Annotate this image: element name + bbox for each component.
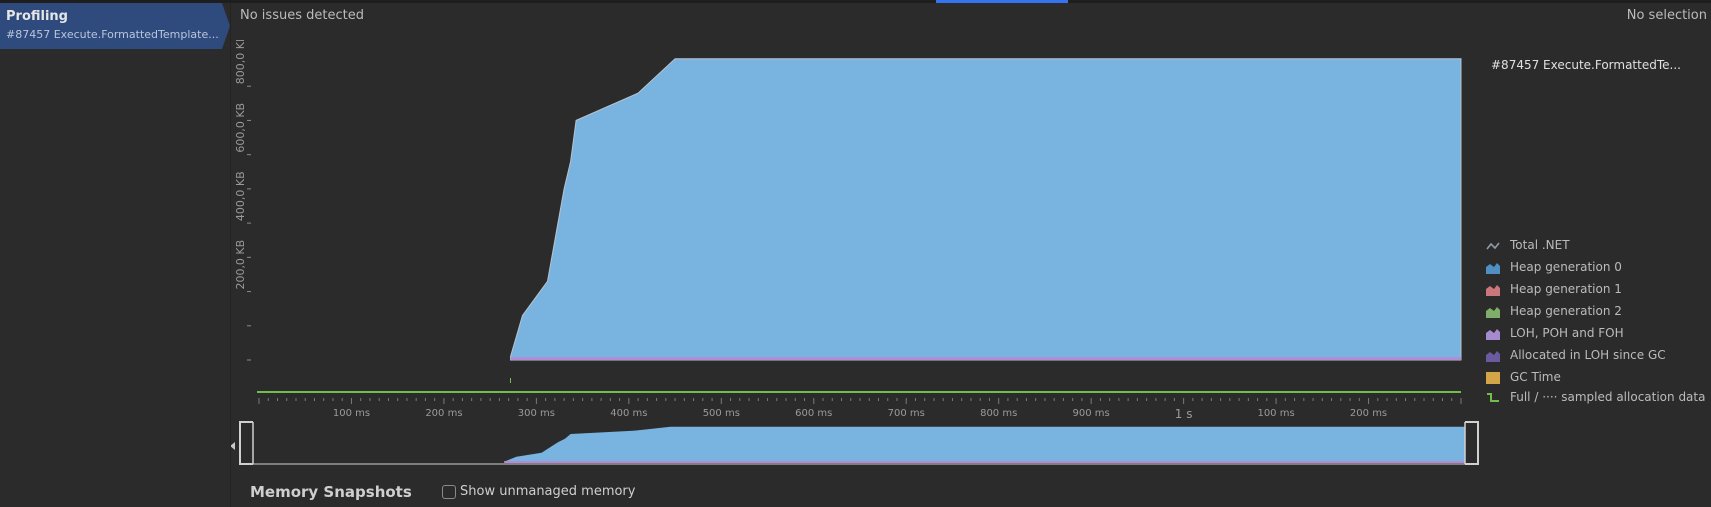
overview-right-bracket	[1465, 421, 1479, 465]
legend-label: Total .NET	[1510, 238, 1570, 252]
profiling-session-tab[interactable]: Profiling #87457 Execute.FormattedTempla…	[0, 3, 222, 49]
overview-left-bracket	[239, 421, 253, 465]
profiling-tab-subtitle: #87457 Execute.FormattedTemplate....	[6, 28, 220, 41]
x-tick-label: 200 ms	[425, 408, 462, 419]
selection-status: No selection	[1626, 8, 1707, 23]
x-tick-label: 300 ms	[518, 408, 555, 419]
overview-heap-area	[504, 426, 1465, 462]
legend-label: GC Time	[1510, 370, 1561, 384]
x-tick-label: 400 ms	[610, 408, 647, 419]
loh-icon	[1486, 329, 1500, 340]
scroll-left-icon	[231, 442, 235, 450]
issues-status: No issues detected	[240, 8, 364, 23]
total-net-icon	[1486, 242, 1500, 250]
show-unmanaged-checkbox[interactable]	[442, 485, 456, 499]
x-tick-label: 700 ms	[888, 408, 925, 419]
top-border	[0, 0, 1711, 3]
allocated-loh-icon	[1486, 351, 1500, 362]
session-label: #87457 Execute.FormattedTe...	[1491, 58, 1681, 72]
gc-time-icon	[1486, 372, 1500, 384]
heap-gen0-icon	[1486, 263, 1500, 274]
legend-label: LOH, POH and FOH	[1510, 326, 1624, 340]
y-tick-label: 800,0 KB	[234, 40, 247, 84]
show-unmanaged-label[interactable]: Show unmanaged memory	[460, 484, 636, 499]
overview-timeline[interactable]	[231, 421, 1481, 465]
x-tick-label: 100 ms	[1257, 408, 1294, 419]
active-tab-indicator	[936, 0, 1068, 3]
x-tick-label: 200 ms	[1350, 408, 1387, 419]
sidebar: Profiling #87457 Execute.FormattedTempla…	[0, 3, 231, 507]
y-tick-label: 400,0 KB	[234, 171, 247, 221]
heap-gen2-icon	[1486, 307, 1500, 318]
heap-generation-0-area	[509, 58, 1462, 361]
x-tick-label: 1 s	[1175, 407, 1193, 421]
legend-label: Heap generation 1	[1510, 282, 1622, 296]
loh-band	[510, 357, 1462, 360]
x-axis: 100 ms 200 ms 300 ms 400 ms 500 ms 600 ms 700 …	[258, 398, 1462, 421]
legend-label: Full / ···· sampled allocation data	[1510, 390, 1706, 404]
x-tick-label: 900 ms	[1073, 408, 1110, 419]
profiling-tab-title: Profiling	[6, 9, 68, 24]
memory-snapshots-title: Memory Snapshots	[250, 483, 412, 501]
main-plot	[257, 58, 1462, 393]
y-axis: 200,0 KB 400,0 KB 600,0 KB 800,0 KB	[234, 40, 251, 361]
legend-label: Allocated in LOH since GC	[1510, 348, 1666, 362]
legend-label: Heap generation 0	[1510, 260, 1622, 274]
allocation-data-icon	[1487, 393, 1499, 402]
tab-arrow	[222, 3, 230, 49]
y-tick-label: 200,0 KB	[234, 240, 247, 290]
x-tick-label: 800 ms	[980, 408, 1017, 419]
y-tick-label: 600,0 KB	[234, 103, 247, 153]
legend-label: Heap generation 2	[1510, 304, 1622, 318]
x-tick-label: 600 ms	[795, 408, 832, 419]
x-tick-label: 500 ms	[703, 408, 740, 419]
memory-chart[interactable]: 200,0 KB 400,0 KB 600,0 KB 800,0 KB 100 ms 2…	[231, 40, 1481, 474]
heap-gen1-icon	[1486, 285, 1500, 296]
x-tick-label: 100 ms	[333, 408, 370, 419]
